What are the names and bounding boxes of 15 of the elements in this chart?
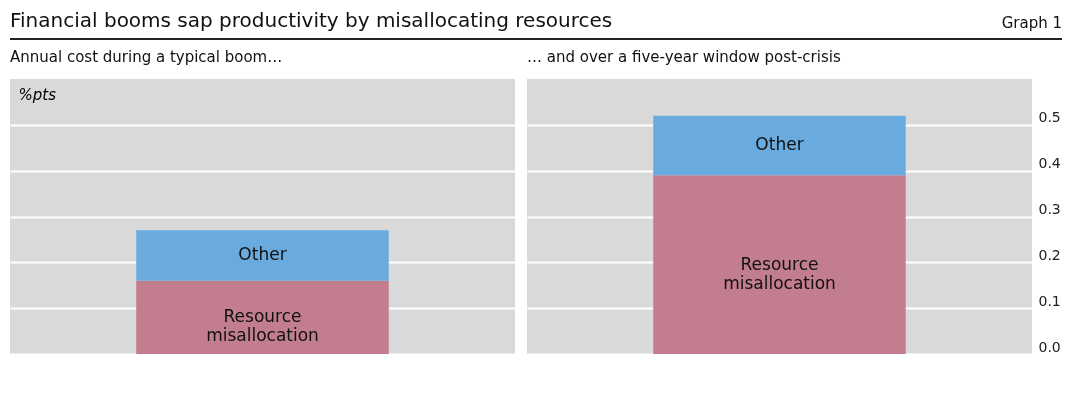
y-tick-label: 0.1 — [1038, 292, 1061, 309]
y-tick-label: 0.0 — [1038, 338, 1061, 355]
y-axis-title: %pts — [18, 85, 57, 104]
caption: Graph 1 — [1001, 14, 1062, 32]
series-label: Resource misallocation — [206, 306, 319, 346]
series-label: Resource misallocation — [723, 253, 836, 293]
y-tick-label: 0.3 — [1038, 201, 1061, 217]
chart-subtitle: Annual cost during a typical boom… — [10, 48, 283, 66]
y-tick-label: 0.4 — [1038, 155, 1061, 172]
y-tick-label: 0.2 — [1038, 246, 1061, 263]
chart-title: Financial booms sap productivity by misallocating resources — [10, 8, 613, 32]
chart-subtitle: … and over a five-year window post-crisis — [527, 48, 841, 66]
y-tick-label: 0.5 — [1038, 109, 1061, 126]
series-label: Other — [755, 134, 804, 155]
series-label: Other — [238, 244, 287, 265]
